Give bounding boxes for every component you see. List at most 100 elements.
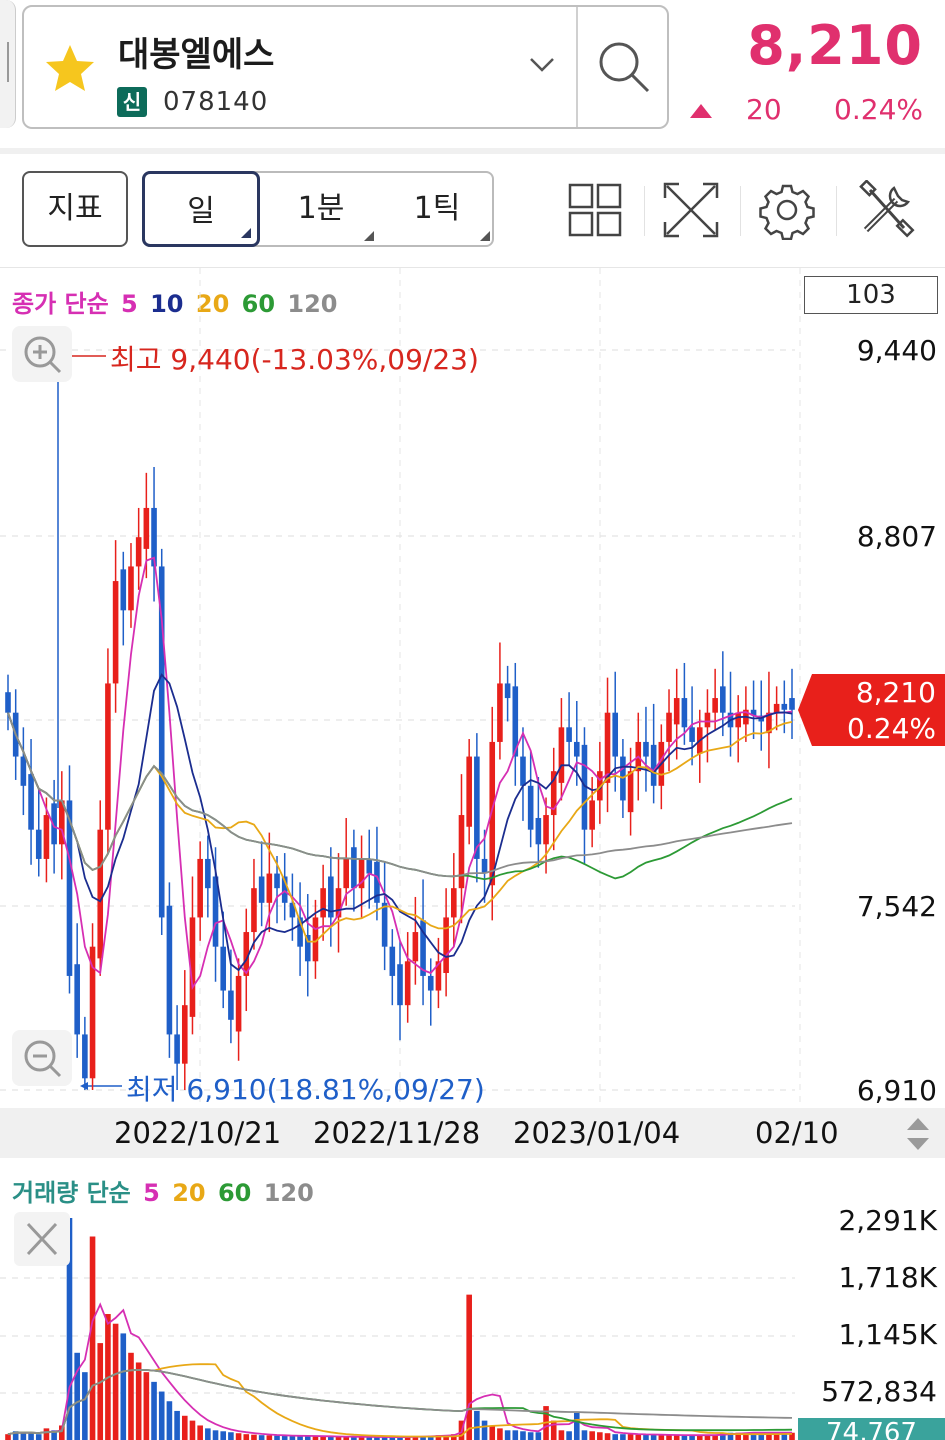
date-axis[interactable] bbox=[0, 1108, 945, 1158]
candle-body bbox=[789, 698, 795, 710]
candle-body bbox=[573, 741, 580, 757]
volume-axis-label: 1,145K bbox=[838, 1318, 937, 1351]
date-axis-label: 2022/11/28 bbox=[313, 1116, 481, 1150]
close-volume-button[interactable] bbox=[14, 1212, 70, 1266]
tools-icon[interactable] bbox=[856, 180, 916, 240]
candle-body bbox=[550, 771, 557, 816]
tab-1min[interactable]: 1분 bbox=[262, 171, 380, 247]
candle-body bbox=[404, 961, 411, 1006]
volume-moving-average-line bbox=[7, 1368, 793, 1436]
volume-bar bbox=[82, 1372, 88, 1440]
legend-prefix: 거래량 단순 bbox=[12, 1179, 131, 1207]
volume-bar bbox=[389, 1437, 396, 1440]
moving-average-line bbox=[7, 712, 793, 878]
candle-body bbox=[328, 876, 334, 918]
candle-body bbox=[458, 815, 465, 889]
credit-badge: 신 bbox=[117, 87, 147, 117]
tab-daily[interactable]: 일 bbox=[142, 171, 260, 247]
candle-body bbox=[35, 829, 42, 859]
candle-body bbox=[374, 861, 380, 903]
fullscreen-icon[interactable] bbox=[661, 180, 721, 240]
volume-bar bbox=[773, 1432, 780, 1440]
candle-body bbox=[97, 829, 104, 959]
candle-body bbox=[28, 774, 34, 830]
candle-body bbox=[466, 756, 472, 827]
candle-body bbox=[481, 858, 488, 874]
volume-bar bbox=[97, 1343, 104, 1440]
candle-body bbox=[266, 873, 273, 903]
candlestick-chart[interactable] bbox=[0, 268, 945, 1440]
volume-bar bbox=[181, 1415, 188, 1440]
indicator-button[interactable]: 지표 bbox=[22, 171, 128, 247]
volume-bar bbox=[74, 1352, 80, 1440]
candle-body bbox=[612, 712, 619, 757]
volume-bar bbox=[358, 1436, 365, 1440]
current-volume-tag: 74,767 bbox=[798, 1418, 945, 1440]
candle-body bbox=[243, 932, 250, 976]
volume-bar bbox=[750, 1432, 757, 1440]
star-icon[interactable] bbox=[42, 41, 98, 97]
volume-bar bbox=[289, 1435, 296, 1440]
volume-bar bbox=[258, 1435, 265, 1440]
date-axis-label: 02/10 bbox=[755, 1116, 839, 1150]
volume-bar bbox=[335, 1436, 342, 1440]
volume-bar bbox=[174, 1410, 180, 1440]
candle-body bbox=[435, 961, 442, 991]
volume-bar bbox=[735, 1432, 741, 1440]
candle-body bbox=[527, 785, 534, 830]
candle-body bbox=[43, 815, 50, 859]
grid-layout-icon[interactable] bbox=[565, 180, 625, 240]
volume-bar bbox=[166, 1401, 173, 1440]
candle-body bbox=[666, 712, 672, 742]
candle-body bbox=[105, 683, 111, 830]
volume-axis-label: 1,718K bbox=[838, 1261, 937, 1294]
legend-ma10: 10 bbox=[150, 290, 184, 318]
volume-bar bbox=[20, 1432, 27, 1440]
volume-bar bbox=[520, 1431, 526, 1440]
legend-vma20: 20 bbox=[172, 1179, 206, 1207]
candle-body bbox=[235, 975, 242, 1032]
side-drawer-handle[interactable] bbox=[0, 0, 16, 128]
chart-resize-handle-icon[interactable] bbox=[905, 1116, 931, 1152]
volume-bar bbox=[228, 1432, 234, 1440]
candle-body bbox=[627, 771, 634, 813]
volume-bar bbox=[266, 1435, 273, 1440]
candle-body bbox=[351, 847, 357, 889]
volume-bar bbox=[673, 1435, 680, 1440]
zoom-out-button[interactable] bbox=[12, 1030, 72, 1086]
zoom-in-button[interactable] bbox=[12, 326, 72, 382]
stock-selector[interactable]: 대봉엘에스 신 078140 bbox=[22, 5, 669, 129]
volume-bar bbox=[312, 1436, 319, 1440]
search-icon bbox=[599, 42, 650, 93]
candle-body bbox=[543, 815, 549, 845]
tab-1tick-label: 1틱 bbox=[413, 191, 461, 226]
candle-count-box[interactable]: 103 bbox=[804, 276, 938, 314]
volume-bar bbox=[758, 1432, 765, 1440]
volume-bar bbox=[497, 1428, 503, 1440]
candle-body bbox=[158, 566, 165, 918]
volume-bar bbox=[712, 1435, 718, 1440]
candle-body bbox=[20, 756, 27, 786]
candle-body bbox=[412, 932, 419, 962]
gear-icon[interactable] bbox=[757, 180, 817, 240]
candle-body bbox=[597, 771, 603, 801]
volume-axis-label: 2,291K bbox=[838, 1204, 937, 1237]
candle-body bbox=[89, 946, 96, 1079]
candle-body bbox=[120, 569, 127, 611]
volume-bar bbox=[604, 1433, 611, 1440]
candle-body bbox=[135, 537, 142, 567]
divider bbox=[0, 267, 945, 268]
chevron-down-icon[interactable] bbox=[528, 55, 556, 75]
volume-bar bbox=[220, 1431, 227, 1440]
volume-bar bbox=[658, 1435, 665, 1440]
candle-body bbox=[166, 905, 173, 1035]
moving-average-line bbox=[7, 556, 793, 991]
candle-body bbox=[189, 917, 196, 1017]
search-button[interactable] bbox=[580, 7, 668, 127]
tab-1tick[interactable]: 1틱 bbox=[378, 171, 496, 247]
candle-body bbox=[151, 507, 157, 567]
volume-bar bbox=[112, 1323, 119, 1440]
candle-body bbox=[212, 876, 219, 947]
volume-bar bbox=[650, 1434, 657, 1440]
volume-bar bbox=[666, 1435, 672, 1440]
